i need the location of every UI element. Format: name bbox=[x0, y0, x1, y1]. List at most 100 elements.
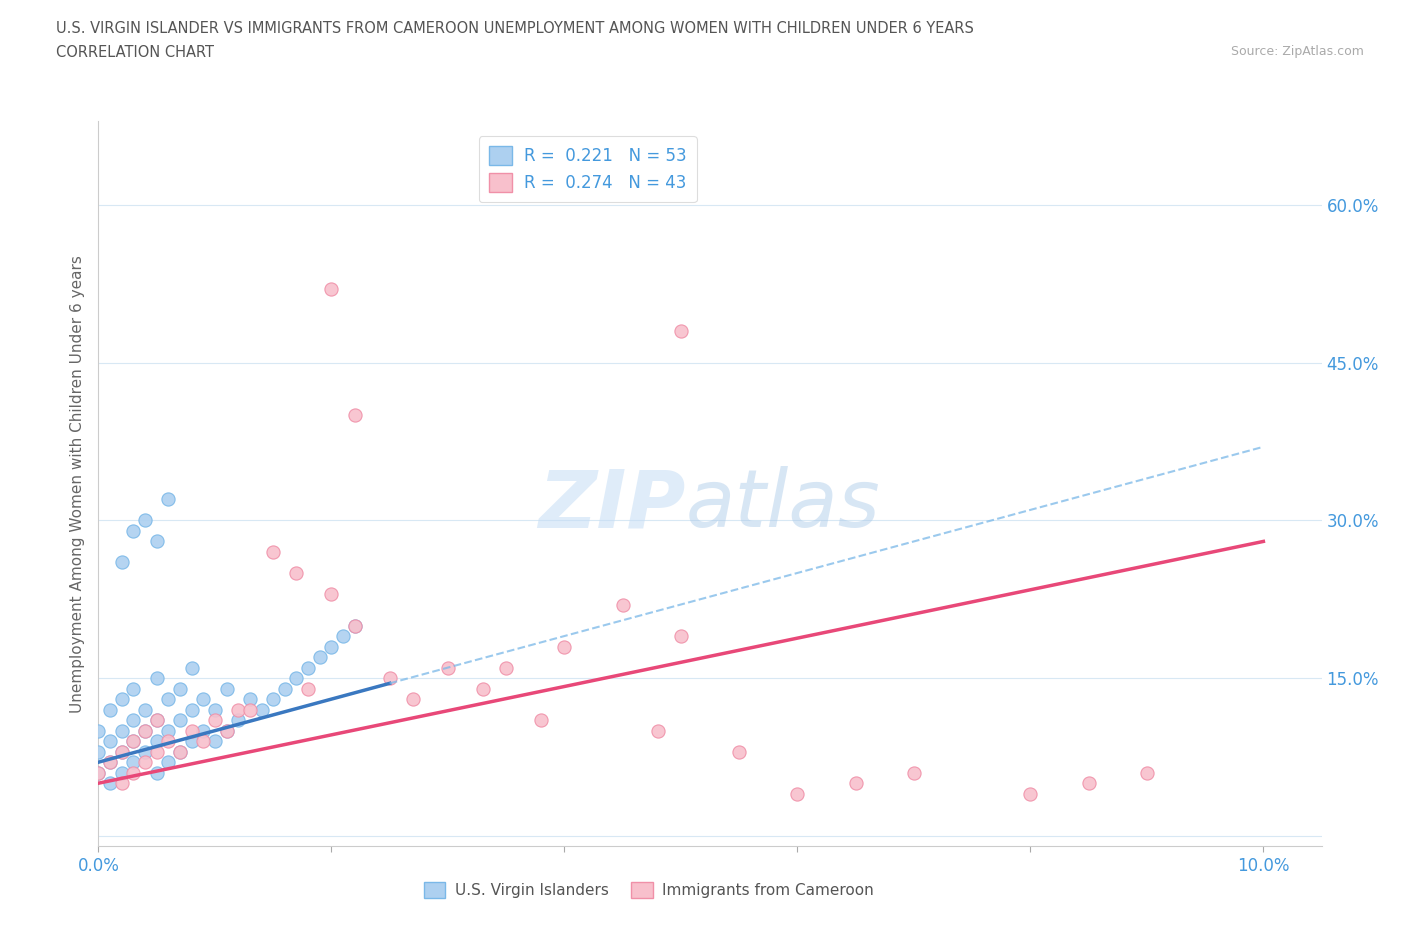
Point bbox=[332, 629, 354, 644]
Legend: U.S. Virgin Islanders, Immigrants from Cameroon: U.S. Virgin Islanders, Immigrants from C… bbox=[418, 876, 880, 904]
Point bbox=[239, 692, 262, 707]
Point bbox=[111, 744, 134, 759]
Point bbox=[215, 724, 238, 738]
Point bbox=[145, 734, 167, 749]
Point bbox=[145, 744, 167, 759]
Point bbox=[122, 765, 145, 780]
Point bbox=[553, 639, 575, 654]
Point bbox=[193, 692, 215, 707]
Point bbox=[226, 712, 249, 727]
Point bbox=[122, 734, 145, 749]
Point bbox=[134, 702, 156, 717]
Point bbox=[262, 544, 284, 559]
Point bbox=[180, 660, 202, 675]
Point bbox=[321, 587, 343, 602]
Point bbox=[297, 660, 319, 675]
Point bbox=[134, 755, 156, 770]
Point bbox=[669, 629, 692, 644]
Point bbox=[180, 702, 202, 717]
Point bbox=[87, 724, 110, 738]
Point bbox=[308, 650, 330, 665]
Point bbox=[343, 618, 366, 633]
Point bbox=[378, 671, 401, 685]
Point bbox=[343, 408, 366, 423]
Text: CORRELATION CHART: CORRELATION CHART bbox=[56, 45, 214, 60]
Point bbox=[647, 724, 669, 738]
Point bbox=[402, 692, 425, 707]
Y-axis label: Unemployment Among Women with Children Under 6 years: Unemployment Among Women with Children U… bbox=[70, 255, 86, 712]
Point bbox=[157, 734, 180, 749]
Point bbox=[122, 734, 145, 749]
Point bbox=[145, 712, 167, 727]
Point bbox=[204, 702, 226, 717]
Point bbox=[845, 776, 868, 790]
Point bbox=[134, 724, 156, 738]
Point bbox=[669, 324, 692, 339]
Point bbox=[193, 724, 215, 738]
Point bbox=[169, 712, 191, 727]
Point bbox=[903, 765, 925, 780]
Point bbox=[111, 724, 134, 738]
Point bbox=[437, 660, 460, 675]
Point bbox=[1019, 786, 1042, 801]
Point bbox=[169, 681, 191, 696]
Point bbox=[262, 692, 284, 707]
Point bbox=[122, 712, 145, 727]
Point bbox=[274, 681, 297, 696]
Text: U.S. VIRGIN ISLANDER VS IMMIGRANTS FROM CAMEROON UNEMPLOYMENT AMONG WOMEN WITH C: U.S. VIRGIN ISLANDER VS IMMIGRANTS FROM … bbox=[56, 21, 974, 36]
Point bbox=[157, 492, 180, 507]
Point bbox=[157, 692, 180, 707]
Point bbox=[728, 744, 751, 759]
Point bbox=[111, 776, 134, 790]
Point bbox=[169, 744, 191, 759]
Point bbox=[145, 671, 167, 685]
Point bbox=[122, 755, 145, 770]
Point bbox=[193, 734, 215, 749]
Point bbox=[98, 755, 121, 770]
Point bbox=[495, 660, 517, 675]
Point bbox=[215, 724, 238, 738]
Point bbox=[239, 702, 262, 717]
Point bbox=[204, 712, 226, 727]
Point bbox=[111, 744, 134, 759]
Point bbox=[321, 282, 343, 297]
Point bbox=[111, 765, 134, 780]
Point bbox=[180, 734, 202, 749]
Point bbox=[612, 597, 634, 612]
Point bbox=[157, 755, 180, 770]
Point bbox=[321, 639, 343, 654]
Point bbox=[285, 671, 308, 685]
Point bbox=[111, 555, 134, 570]
Point bbox=[285, 565, 308, 580]
Point bbox=[134, 724, 156, 738]
Point bbox=[111, 692, 134, 707]
Text: Source: ZipAtlas.com: Source: ZipAtlas.com bbox=[1230, 45, 1364, 58]
Point bbox=[1136, 765, 1159, 780]
Point bbox=[343, 618, 366, 633]
Point bbox=[169, 744, 191, 759]
Point bbox=[98, 755, 121, 770]
Point bbox=[530, 712, 553, 727]
Point bbox=[145, 712, 167, 727]
Point bbox=[145, 765, 167, 780]
Point bbox=[98, 702, 121, 717]
Point bbox=[87, 765, 110, 780]
Point bbox=[98, 776, 121, 790]
Point bbox=[1077, 776, 1099, 790]
Point bbox=[157, 724, 180, 738]
Point bbox=[297, 681, 319, 696]
Point bbox=[145, 534, 167, 549]
Text: ZIP: ZIP bbox=[538, 466, 686, 544]
Point bbox=[134, 513, 156, 528]
Point bbox=[98, 734, 121, 749]
Point bbox=[87, 744, 110, 759]
Point bbox=[134, 744, 156, 759]
Point bbox=[122, 681, 145, 696]
Point bbox=[180, 724, 202, 738]
Point bbox=[786, 786, 808, 801]
Point bbox=[215, 681, 238, 696]
Point bbox=[226, 702, 249, 717]
Point bbox=[471, 681, 494, 696]
Point bbox=[87, 765, 110, 780]
Point bbox=[122, 524, 145, 538]
